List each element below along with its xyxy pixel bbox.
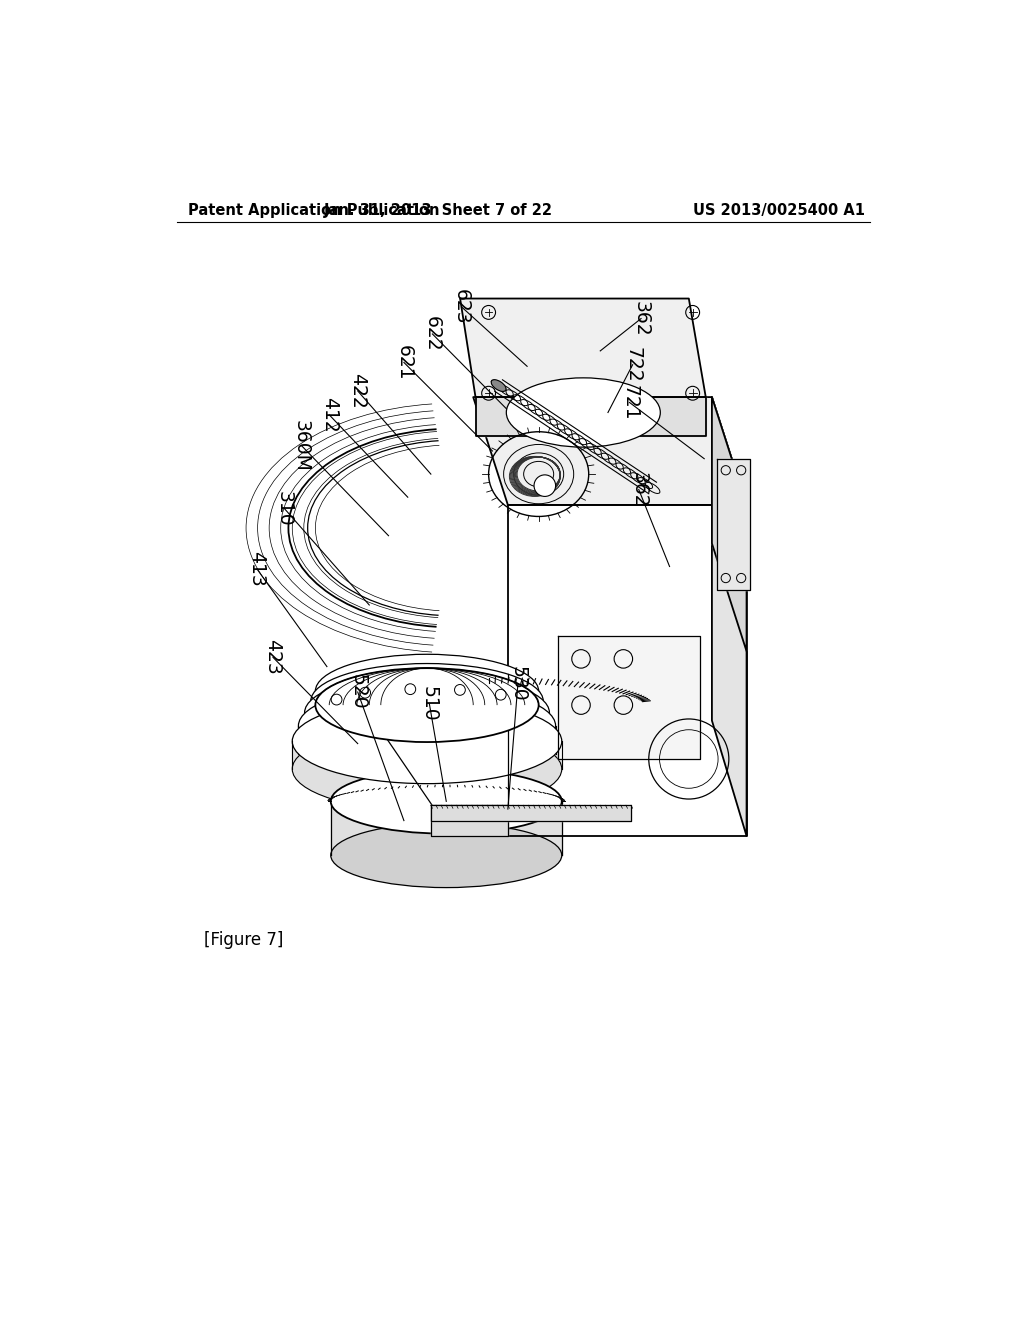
Text: Patent Application Publication: Patent Application Publication xyxy=(188,203,440,218)
Text: 310: 310 xyxy=(275,491,294,527)
Polygon shape xyxy=(475,397,706,436)
Polygon shape xyxy=(717,459,751,590)
Ellipse shape xyxy=(292,726,562,812)
Ellipse shape xyxy=(506,378,660,447)
Polygon shape xyxy=(712,397,746,836)
Text: US 2013/0025400 A1: US 2013/0025400 A1 xyxy=(692,203,864,218)
Ellipse shape xyxy=(315,655,539,729)
Polygon shape xyxy=(473,397,746,506)
Text: 721: 721 xyxy=(620,384,639,420)
Text: 722: 722 xyxy=(623,347,642,383)
Text: 530: 530 xyxy=(508,667,527,702)
Text: [Figure 7]: [Figure 7] xyxy=(204,931,283,949)
Text: 510: 510 xyxy=(420,686,439,721)
Polygon shape xyxy=(431,805,508,836)
Text: 413: 413 xyxy=(248,550,266,586)
Ellipse shape xyxy=(492,380,506,392)
Text: 423: 423 xyxy=(263,639,283,676)
Polygon shape xyxy=(315,692,539,719)
Polygon shape xyxy=(558,636,700,759)
Ellipse shape xyxy=(298,685,556,767)
Text: 622: 622 xyxy=(423,317,442,351)
Polygon shape xyxy=(310,701,544,729)
Polygon shape xyxy=(460,298,706,397)
Text: 422: 422 xyxy=(348,374,368,409)
Circle shape xyxy=(535,475,556,496)
Polygon shape xyxy=(508,506,746,836)
Text: 362: 362 xyxy=(630,471,648,507)
Ellipse shape xyxy=(298,713,556,795)
Text: Jan. 31, 2013  Sheet 7 of 22: Jan. 31, 2013 Sheet 7 of 22 xyxy=(324,203,553,218)
Polygon shape xyxy=(304,713,550,741)
Polygon shape xyxy=(712,397,746,651)
Ellipse shape xyxy=(310,692,544,767)
Text: 621: 621 xyxy=(394,345,414,380)
Ellipse shape xyxy=(315,668,539,742)
Ellipse shape xyxy=(304,701,550,780)
Ellipse shape xyxy=(331,822,562,887)
Ellipse shape xyxy=(331,770,562,834)
Ellipse shape xyxy=(315,682,539,756)
Polygon shape xyxy=(431,805,631,821)
Text: 412: 412 xyxy=(319,397,339,433)
Polygon shape xyxy=(292,742,562,770)
Text: 362: 362 xyxy=(632,301,650,337)
Text: 360M: 360M xyxy=(292,420,311,471)
Ellipse shape xyxy=(292,700,562,784)
Text: 520: 520 xyxy=(348,675,368,710)
Text: 623: 623 xyxy=(453,289,471,325)
Ellipse shape xyxy=(304,673,550,752)
Polygon shape xyxy=(331,801,562,855)
Polygon shape xyxy=(298,726,556,754)
Ellipse shape xyxy=(310,664,544,739)
